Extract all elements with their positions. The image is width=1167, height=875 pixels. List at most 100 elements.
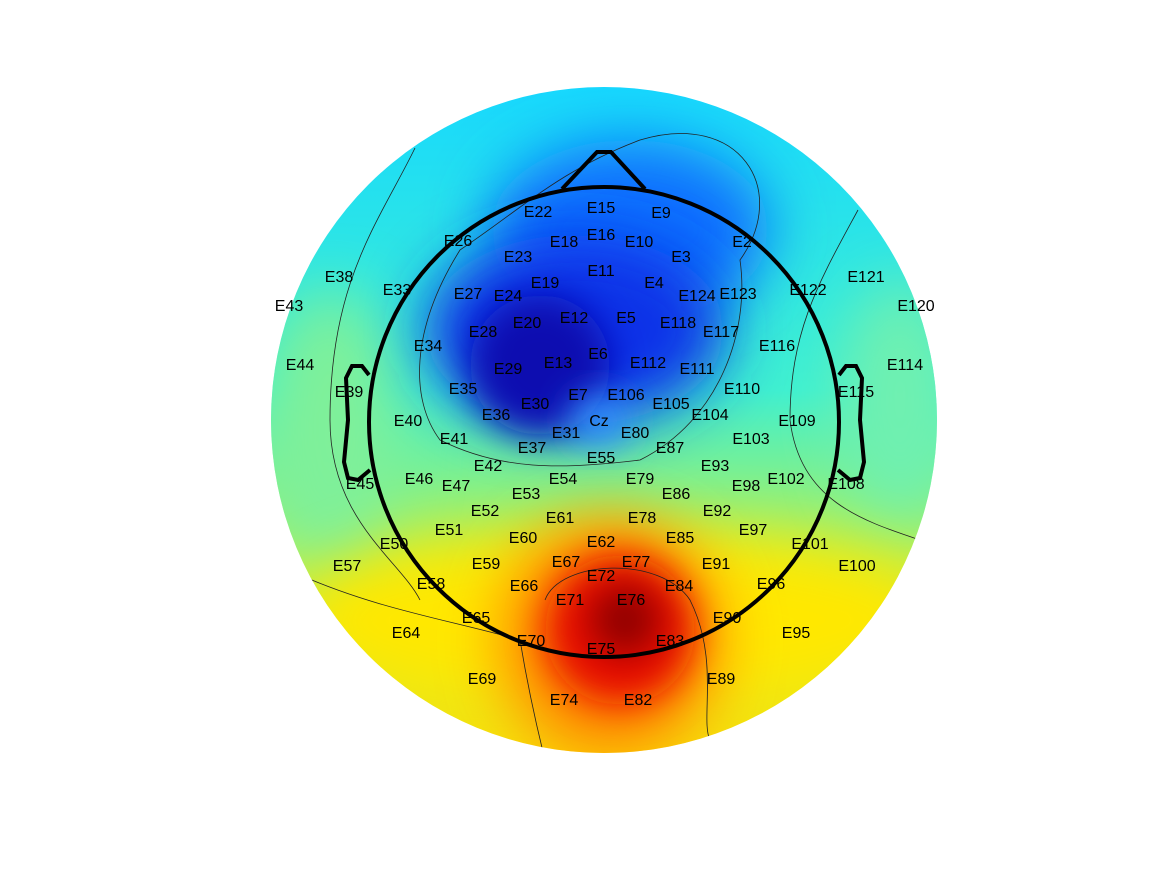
electrode-label: E12 bbox=[560, 310, 589, 327]
electrode-label: E37 bbox=[518, 440, 547, 457]
electrode-label: E83 bbox=[656, 633, 685, 650]
electrode-label: E110 bbox=[724, 381, 760, 398]
electrode-label: E101 bbox=[791, 536, 828, 553]
electrode-label: E51 bbox=[435, 522, 464, 539]
electrode-label: E47 bbox=[442, 478, 471, 495]
head-outline bbox=[341, 150, 867, 659]
electrode-label: E7 bbox=[568, 387, 588, 404]
electrode-label: E92 bbox=[703, 503, 732, 520]
electrode-label: E116 bbox=[759, 338, 795, 355]
electrode-label: E44 bbox=[286, 357, 315, 374]
electrode-label: E121 bbox=[847, 269, 884, 286]
electrode-label: E93 bbox=[701, 458, 730, 475]
electrode-label: E23 bbox=[504, 249, 533, 266]
electrode-label: E90 bbox=[713, 610, 742, 627]
electrode-label: E69 bbox=[468, 671, 497, 688]
electrode-label: E10 bbox=[625, 234, 654, 251]
electrode-label: E118 bbox=[660, 315, 696, 332]
electrode-label: E52 bbox=[471, 503, 500, 520]
electrode-label: E38 bbox=[325, 269, 354, 286]
electrode-label: E79 bbox=[626, 471, 655, 488]
electrode-label: E102 bbox=[767, 471, 804, 488]
electrode-label: E100 bbox=[838, 558, 875, 575]
electrode-label: E2 bbox=[732, 234, 752, 251]
electrode-label: E28 bbox=[469, 324, 498, 341]
electrode-label: E112 bbox=[630, 355, 666, 372]
electrode-label: E120 bbox=[897, 298, 934, 315]
electrode-label: E85 bbox=[666, 530, 695, 547]
electrode-labels: E22 E15 E9 E26 E18 E16 E10 E2 E23 E3 E38 E11 E121 E43… bbox=[275, 200, 935, 709]
electrode-label: E58 bbox=[417, 576, 446, 593]
electrode-label: E95 bbox=[782, 625, 811, 642]
electrode-label: E60 bbox=[509, 530, 538, 547]
electrode-label: E20 bbox=[513, 315, 542, 332]
electrode-label: E117 bbox=[703, 324, 739, 341]
electrode-label: E105 bbox=[652, 396, 689, 413]
electrode-label: E36 bbox=[482, 407, 511, 424]
electrode-label: E24 bbox=[494, 288, 523, 305]
electrode-label: E82 bbox=[624, 692, 653, 709]
electrode-label: E42 bbox=[474, 458, 503, 475]
electrode-label: E66 bbox=[510, 578, 539, 595]
electrode-label: E65 bbox=[462, 610, 491, 627]
electrode-label: E54 bbox=[549, 471, 578, 488]
electrode-label: E53 bbox=[512, 486, 541, 503]
electrode-label: E75 bbox=[587, 641, 616, 658]
electrode-label: E59 bbox=[472, 556, 501, 573]
electrode-label: E9 bbox=[651, 205, 671, 222]
electrode-label: E16 bbox=[587, 227, 616, 244]
electrode-label: E34 bbox=[414, 338, 443, 355]
heatmap bbox=[271, 87, 937, 753]
electrode-label: E70 bbox=[517, 633, 546, 650]
electrode-label: E71 bbox=[556, 592, 585, 609]
electrode-label: E46 bbox=[405, 471, 434, 488]
electrode-label: E4 bbox=[644, 275, 664, 292]
electrode-label: E114 bbox=[887, 357, 923, 374]
electrode-label: E11 bbox=[587, 263, 614, 280]
electrode-label: E3 bbox=[671, 249, 691, 266]
electrode-label: E57 bbox=[333, 558, 362, 575]
electrode-label: E13 bbox=[544, 355, 573, 372]
electrode-label: E108 bbox=[827, 476, 864, 493]
electrode-label: E106 bbox=[607, 387, 644, 404]
electrode-label: E43 bbox=[275, 298, 304, 315]
electrode-label: E122 bbox=[789, 282, 826, 299]
electrode-label: E96 bbox=[757, 576, 786, 593]
electrode-label: E111 bbox=[680, 361, 715, 378]
electrode-label: E41 bbox=[440, 431, 469, 448]
electrode-label: E124 bbox=[678, 288, 715, 305]
electrode-label: E104 bbox=[691, 407, 728, 424]
electrode-label: E87 bbox=[656, 440, 685, 457]
electrode-label: E123 bbox=[719, 286, 756, 303]
electrode-label: E55 bbox=[587, 450, 616, 467]
electrode-label: E22 bbox=[524, 204, 553, 221]
electrode-label: E35 bbox=[449, 381, 478, 398]
electrode-label: E31 bbox=[552, 425, 581, 442]
electrode-label: E72 bbox=[587, 568, 616, 585]
electrode-label: E109 bbox=[778, 413, 815, 430]
electrode-label: E86 bbox=[662, 486, 691, 503]
electrode-label: E30 bbox=[521, 396, 550, 413]
electrode-label: E76 bbox=[617, 592, 646, 609]
electrode-label: E19 bbox=[531, 275, 560, 292]
electrode-label: E18 bbox=[550, 234, 579, 251]
electrode-label: E98 bbox=[732, 478, 761, 495]
electrode-label: E15 bbox=[587, 200, 616, 217]
electrode-label: E77 bbox=[622, 554, 651, 571]
electrode-label: E97 bbox=[739, 522, 768, 539]
electrode-label: E89 bbox=[707, 671, 736, 688]
electrode-label: E62 bbox=[587, 534, 616, 551]
electrode-label: E115 bbox=[838, 384, 874, 401]
electrode-label: E80 bbox=[621, 425, 650, 442]
electrode-label: E84 bbox=[665, 578, 694, 595]
electrode-label: Cz bbox=[589, 413, 609, 430]
electrode-label: E39 bbox=[335, 384, 364, 401]
electrode-label: E67 bbox=[552, 554, 581, 571]
electrode-label: E74 bbox=[550, 692, 579, 709]
electrode-label: E103 bbox=[732, 431, 769, 448]
electrode-label: E61 bbox=[546, 510, 575, 527]
electrode-label: E6 bbox=[588, 346, 608, 363]
electrode-label: E29 bbox=[494, 361, 523, 378]
electrode-label: E40 bbox=[394, 413, 423, 430]
